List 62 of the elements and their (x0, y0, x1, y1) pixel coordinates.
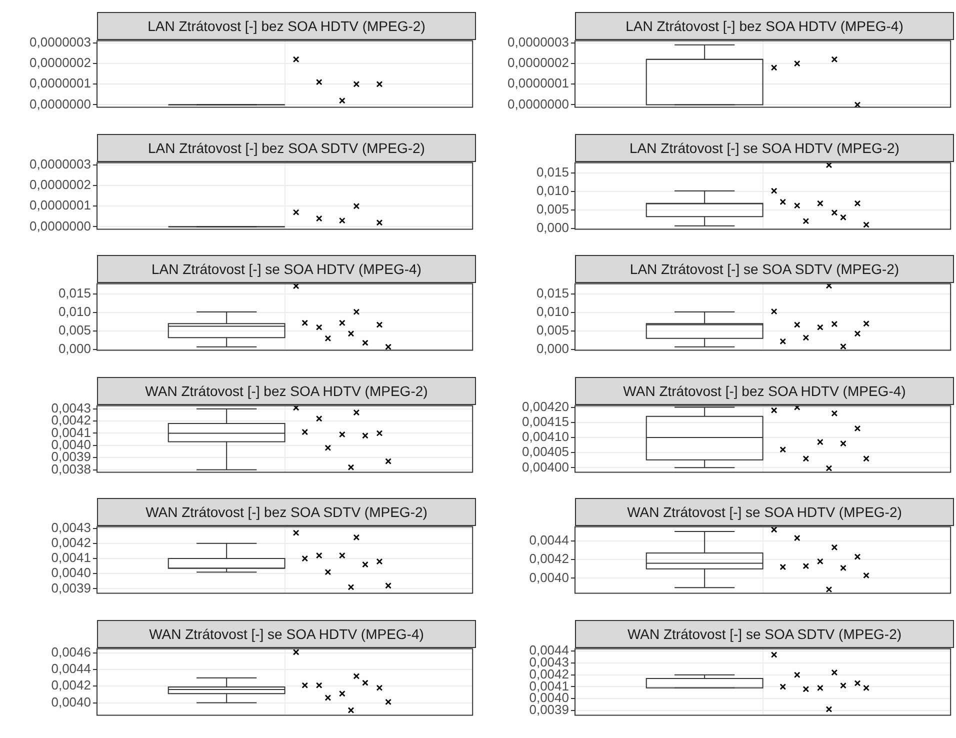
y-tick-label: 0,0000001 (508, 76, 569, 91)
point (292, 56, 300, 63)
point (339, 216, 346, 224)
chart-title: LAN Ztrátovost [-] bez SOA SDTV (MPEG-2) (97, 134, 476, 162)
y-tick-label: 0,0042 (51, 534, 91, 550)
chart-title: LAN Ztrátovost [-] se SOA HDTV (MPEG-4) (97, 255, 476, 283)
y-tick-label: 0,0040 (51, 565, 91, 580)
chart-title: WAN Ztrátovost [-] se SOA SDTV (MPEG-2) (575, 620, 954, 648)
chart-title: LAN Ztrátovost [-] bez SOA HDTV (MPEG-4) (575, 12, 954, 40)
y-tick-label: 0,00420 (522, 398, 569, 414)
y-tick-label: 0,0042 (51, 677, 91, 692)
y-tick-label: 0,000 (536, 220, 569, 235)
chart-title: WAN Ztrátovost [-] se SOA HDTV (MPEG-2) (575, 498, 954, 526)
y-tick-label: 0,0042 (51, 412, 91, 428)
y-tick-label: 0,0000000 (30, 96, 91, 112)
y-tick-label: 0,0041 (51, 550, 91, 566)
y-tick-label: 0,0000002 (30, 176, 91, 192)
chart-title: WAN Ztrátovost [-] se SOA HDTV (MPEG-4) (97, 620, 476, 648)
y-tick-label: 0,010 (536, 304, 569, 320)
y-tick-label: 0,0000001 (30, 76, 91, 91)
y-tick-label: 0,0000001 (30, 197, 91, 212)
y-tick-label: 0,005 (536, 201, 569, 216)
y-tick-label: 0,015 (536, 286, 569, 301)
y-tick-label: 0,00400 (522, 458, 569, 474)
y-tick-label: 0,00410 (522, 428, 569, 444)
y-tick-label: 0,0044 (529, 642, 569, 658)
y-tick-label: 0,000 (536, 341, 569, 356)
y-tick-label: 0,0039 (51, 580, 91, 596)
y-tick-label: 0,0000000 (508, 96, 569, 112)
point (292, 208, 300, 215)
chart-title: WAN Ztrátovost [-] bez SOA HDTV (MPEG-2) (97, 376, 476, 404)
y-tick-label: 0,010 (536, 182, 569, 198)
y-tick-label: 0,0046 (51, 644, 91, 660)
y-tick-label: 0,015 (536, 164, 569, 180)
y-tick-label: 0,0043 (51, 400, 91, 415)
point (339, 97, 346, 104)
y-tick-label: 0,0000000 (30, 218, 91, 233)
y-tick-label: 0,0043 (51, 520, 91, 535)
chart-title: WAN Ztrátovost [-] bez SOA HDTV (MPEG-4) (575, 376, 954, 404)
y-tick-label: 0,0040 (51, 694, 91, 709)
y-tick-label: 0,0044 (51, 660, 91, 676)
chart-title: LAN Ztrátovost [-] bez SOA HDTV (MPEG-2) (97, 12, 476, 40)
chart-title: LAN Ztrátovost [-] se SOA HDTV (MPEG-2) (575, 134, 954, 162)
y-tick-label: 0,0000002 (30, 55, 91, 70)
y-tick-label: 0,0044 (529, 532, 569, 548)
y-tick-label: 0,0000002 (508, 55, 569, 70)
chart-title: LAN Ztrátovost [-] se SOA SDTV (MPEG-2) (575, 255, 954, 283)
point (316, 78, 322, 86)
y-tick-label: 0,0000003 (30, 156, 91, 171)
y-tick-label: 0,0000003 (508, 34, 569, 50)
chart-title: WAN Ztrátovost [-] bez SOA SDTV (MPEG-2) (97, 498, 476, 526)
y-tick-label: 0,00415 (522, 413, 569, 428)
y-tick-label: 0,010 (58, 304, 91, 320)
y-tick-label: 0,00405 (522, 444, 569, 459)
point (316, 214, 322, 222)
y-tick-label: 0,000 (58, 341, 91, 356)
y-tick-label: 0,0042 (529, 551, 569, 566)
y-tick-label: 0,0040 (529, 570, 569, 585)
y-tick-label: 0,005 (58, 322, 91, 338)
y-tick-label: 0,0000003 (30, 34, 91, 50)
y-tick-label: 0,015 (58, 286, 91, 301)
y-tick-label: 0,005 (536, 322, 569, 338)
